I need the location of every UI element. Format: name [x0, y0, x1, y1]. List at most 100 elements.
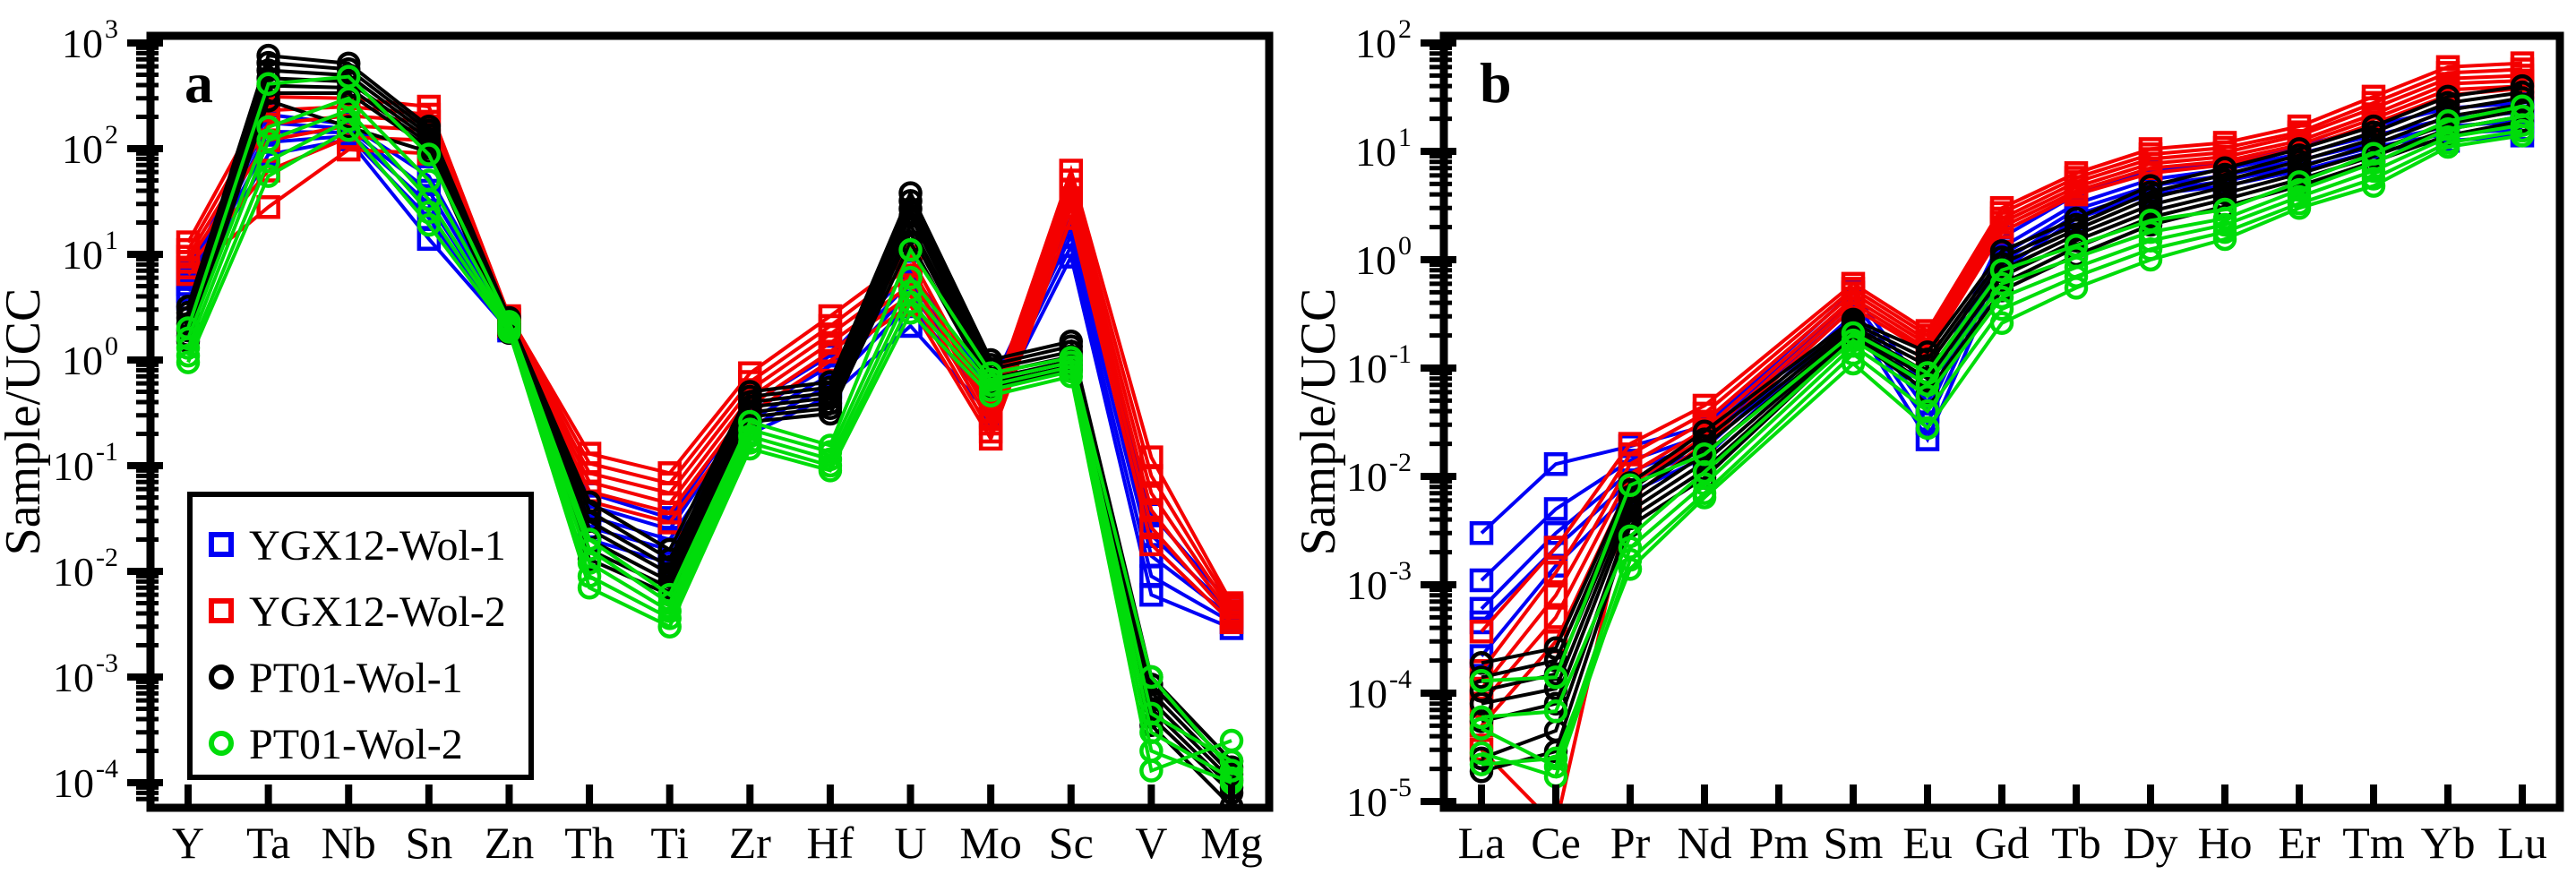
y-tick-label: 100 — [1355, 231, 1412, 283]
y-tick-label: 101 — [62, 226, 118, 278]
square-marker — [978, 426, 1003, 451]
circle-marker — [256, 115, 280, 140]
circle-marker — [256, 72, 280, 96]
sample-line — [1480, 61, 2523, 633]
circle-marker — [1989, 271, 2014, 296]
axis-frame — [146, 31, 1274, 812]
y-tick-label: 100 — [62, 331, 118, 383]
circle-marker — [1469, 691, 1494, 716]
circle-marker — [1543, 746, 1568, 771]
square-marker — [1139, 582, 1163, 607]
circle-marker — [1543, 665, 1568, 690]
circle-marker — [1219, 728, 1244, 753]
y-tick-label: 10-2 — [1346, 448, 1412, 500]
circle-marker — [256, 89, 280, 113]
x-tick-label-Eu: Eu — [1902, 818, 1953, 868]
square-marker — [1469, 521, 1494, 545]
sample-line — [186, 104, 1233, 608]
circle-marker — [1469, 668, 1494, 693]
circle-marker — [2064, 233, 2089, 258]
x-tick-label-Y: Y — [172, 818, 204, 868]
sample-line — [186, 96, 1233, 763]
circle-marker — [2212, 212, 2237, 237]
legend-circle-marker-icon — [209, 731, 234, 756]
x-tick-label-Mg: Mg — [1200, 818, 1262, 868]
y-tick-label: 102 — [62, 120, 118, 172]
circle-marker — [1059, 364, 1084, 389]
series-layer — [176, 43, 1244, 808]
x-tick-label-Lu: Lu — [2497, 818, 2547, 868]
circle-marker — [2361, 159, 2386, 184]
square-marker — [1469, 619, 1494, 644]
square-marker — [1059, 206, 1084, 230]
x-tick-label-Mo: Mo — [959, 818, 1021, 868]
y-tick-label: 10-2 — [53, 543, 118, 595]
circle-marker — [2287, 196, 2312, 220]
y-tick-label: 10-1 — [1346, 339, 1412, 391]
x-tick-label-V: V — [1135, 818, 1167, 868]
sample-line — [186, 94, 1233, 604]
circle-marker — [1989, 285, 2014, 310]
legend-item-PT01-Wol-2: PT01-Wol-2 — [209, 721, 463, 768]
circle-marker — [1989, 311, 2014, 336]
circle-marker — [898, 237, 923, 262]
sample-line — [186, 127, 1232, 774]
circle-marker — [416, 212, 442, 237]
circle-marker — [176, 343, 201, 368]
circle-marker — [1915, 416, 1940, 441]
y-axis: 102 101 100 10-1 10-2 10-3 10-4 10-5 — [1346, 14, 1456, 825]
square-marker — [1543, 560, 1568, 585]
circle-marker — [898, 300, 923, 325]
x-tick-label-Zr: Zr — [729, 818, 772, 868]
x-tick-label-Sm: Sm — [1824, 818, 1884, 868]
panel-b-plot: 102 101 100 10-1 10-2 10-3 10-4 10-5 La Ce Pr Nd Pm S… — [1291, 14, 2564, 868]
circle-marker — [2212, 227, 2237, 252]
circle-marker — [1692, 485, 1717, 510]
circle-marker — [1692, 442, 1717, 467]
sample-line — [1480, 67, 2523, 673]
y-tick-label: 10-5 — [1346, 773, 1412, 825]
x-tick-label-Tb: Tb — [2051, 818, 2101, 868]
circle-marker — [336, 86, 361, 110]
circle-marker — [416, 142, 442, 167]
circle-marker — [1469, 752, 1494, 776]
sample-line — [1480, 73, 2523, 690]
legend-item-YGX12-Wol-2: YGX12-Wol-2 — [209, 588, 506, 636]
square-marker — [1469, 568, 1494, 593]
sample-line — [1481, 84, 2523, 665]
x-axis: Y Ta Nb Sn Zn Th Ti Zr Hf U Mo Sc V Mg — [172, 784, 1263, 868]
sample-line — [1481, 102, 2523, 706]
circle-marker — [2435, 134, 2460, 159]
circle-marker — [1618, 557, 1643, 581]
legend: YGX12-Wol-1 YGX12-Wol-2 PT01-Wol-1 PT01-Wol… — [187, 492, 534, 780]
panel-a-plot: 103 102 101 100 10-1 10-2 10-3 10-4 Y Ta Nb Sn Zn Th T… — [0, 14, 1274, 868]
circle-marker — [818, 459, 843, 483]
x-tick-label-Zn: Zn — [485, 818, 535, 868]
x-tick-label-Er: Er — [2278, 818, 2321, 868]
square-marker — [2064, 182, 2089, 207]
x-tick-label-Ho: Ho — [2197, 818, 2252, 868]
circle-marker — [738, 436, 762, 461]
y-tick-label: 10-3 — [53, 648, 118, 700]
square-marker — [1543, 451, 1568, 476]
circle-marker — [1989, 258, 2014, 282]
sample-line — [1481, 104, 2523, 683]
x-tick-label-Pr: Pr — [1610, 818, 1651, 868]
x-tick-label-Nd: Nd — [1677, 818, 1731, 868]
legend-box — [187, 492, 534, 780]
sample-line — [1480, 79, 2523, 706]
sample-line — [186, 107, 1232, 780]
circle-marker — [978, 383, 1003, 408]
circle-marker — [2510, 124, 2535, 148]
sample-line — [1481, 129, 2523, 779]
sample-line — [186, 60, 1233, 769]
x-tick-label-Sn: Sn — [405, 818, 452, 868]
panel-label-a: a — [185, 51, 213, 115]
x-tick-label-Sc: Sc — [1049, 818, 1094, 868]
square-marker — [1543, 497, 1568, 521]
legend-label: YGX12-Wol-2 — [249, 588, 506, 636]
circle-marker — [2212, 219, 2237, 244]
sample-line — [1481, 96, 2523, 693]
y-axis-title: Sample/UCC — [1291, 288, 1346, 556]
